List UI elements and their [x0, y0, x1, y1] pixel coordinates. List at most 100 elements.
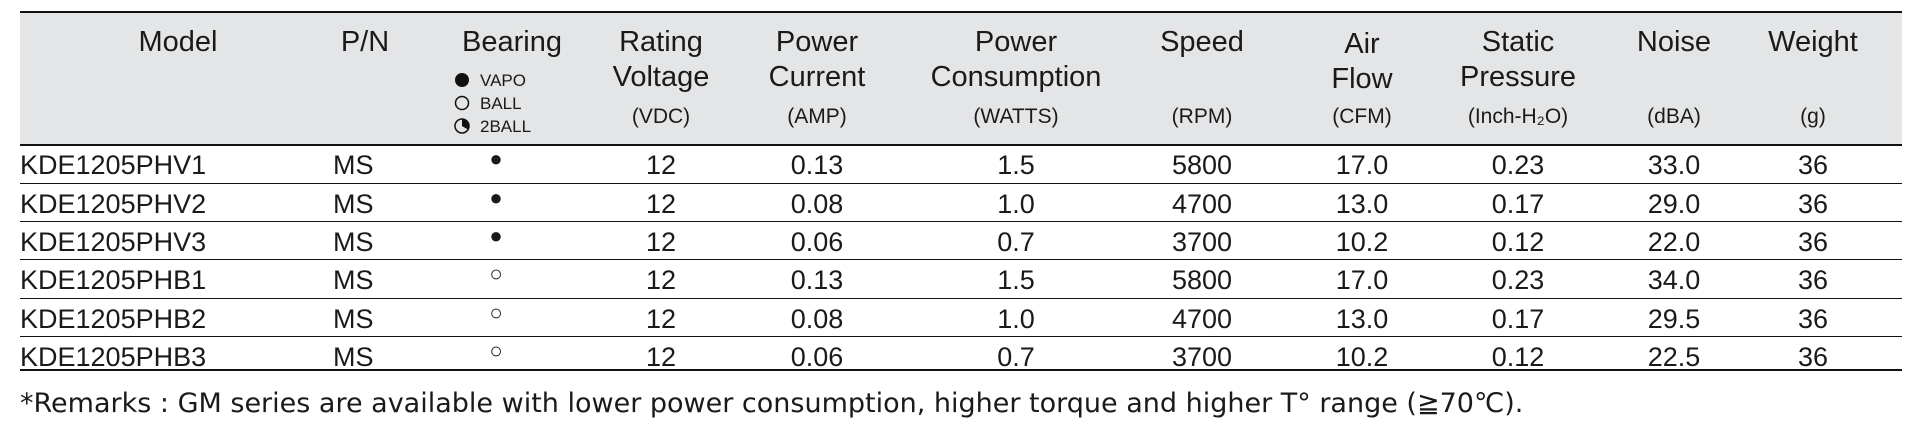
- row-rule: [20, 183, 1902, 184]
- bearing-legend-label: VAPO: [480, 71, 526, 90]
- column-unit: (g): [1800, 105, 1826, 128]
- data-cell: 5800: [1171, 150, 1233, 180]
- column-title: Power: [775, 26, 859, 58]
- bearing-cell: ●: [489, 223, 503, 248]
- row-rule: [20, 336, 1902, 337]
- column-title: Model: [138, 26, 218, 58]
- pn-cell: MS: [333, 342, 374, 372]
- data-cell: 17.0: [1335, 265, 1389, 295]
- pn-cell: MS: [333, 189, 374, 219]
- data-cell: 0.08: [790, 189, 844, 219]
- data-cell: 3700: [1171, 342, 1233, 372]
- data-cell: 0.06: [790, 227, 844, 257]
- data-cell: 0.06: [790, 342, 844, 372]
- column-unit: (CFM): [1332, 105, 1392, 128]
- column-title: Pressure: [1459, 61, 1577, 93]
- pn-cell: MS: [333, 150, 374, 180]
- column-unit: (dBA): [1647, 105, 1701, 128]
- data-cell: 10.2: [1335, 342, 1389, 372]
- bottom-rule: [20, 369, 1902, 371]
- data-cell: 0.12: [1491, 227, 1545, 257]
- row-rule: [20, 298, 1902, 299]
- data-cell: 0.17: [1491, 304, 1545, 334]
- model-cell: KDE1205PHV3: [20, 227, 207, 257]
- data-cell: 17.0: [1335, 150, 1389, 180]
- bearing-cell: ●: [489, 146, 503, 171]
- data-cell: 29.5: [1647, 304, 1701, 334]
- data-cell: 0.08: [790, 304, 844, 334]
- column-title: Speed: [1160, 26, 1244, 58]
- data-cell: 0.7: [997, 342, 1035, 372]
- pn-cell: MS: [333, 265, 374, 295]
- column-title: Voltage: [612, 61, 710, 93]
- data-cell: 0.23: [1491, 265, 1545, 295]
- bearing-cell: ○: [489, 261, 503, 286]
- data-cell: 12: [645, 304, 677, 334]
- data-cell: 36: [1797, 227, 1829, 257]
- bearing-legend-icons: [454, 73, 470, 134]
- data-cell: 1.0: [997, 189, 1035, 219]
- data-cell: 1.5: [997, 265, 1035, 295]
- data-cell: 5800: [1171, 265, 1233, 295]
- pn-cell: MS: [333, 304, 374, 334]
- data-cell: 12: [645, 189, 677, 219]
- column-unit: (Inch-H₂O): [1467, 105, 1569, 128]
- data-cell: 0.13: [790, 150, 844, 180]
- data-cell: 36: [1797, 304, 1829, 334]
- column-unit: (AMP): [787, 105, 847, 128]
- column-title: Flow: [1331, 63, 1393, 95]
- data-cell: 12: [645, 342, 677, 372]
- data-cell: 36: [1797, 265, 1829, 295]
- data-cell: 10.2: [1335, 227, 1389, 257]
- column-title: Noise: [1636, 26, 1712, 58]
- data-cell: 13.0: [1335, 304, 1389, 334]
- bearing-legend-label: BALL: [480, 94, 522, 113]
- data-cell: 4700: [1171, 304, 1233, 334]
- data-cell: 22.5: [1647, 342, 1701, 372]
- column-unit: (VDC): [631, 105, 691, 128]
- pn-cell: MS: [333, 227, 374, 257]
- data-cell: 36: [1797, 150, 1829, 180]
- column-unit: (WATTS): [973, 105, 1059, 128]
- data-cell: 13.0: [1335, 189, 1389, 219]
- data-cell: 0.17: [1491, 189, 1545, 219]
- remark: *Remarks : GM series are available with …: [20, 388, 1524, 419]
- data-cell: 29.0: [1647, 189, 1701, 219]
- data-cell: 22.0: [1647, 227, 1701, 257]
- data-cell: 0.12: [1491, 342, 1545, 372]
- bearing-cell: ○: [489, 300, 503, 325]
- data-cell: 0.13: [790, 265, 844, 295]
- column-title: Bearing: [462, 26, 562, 58]
- data-cell: 1.0: [997, 304, 1035, 334]
- column-title: P/N: [340, 26, 390, 58]
- data-cell: 3700: [1171, 227, 1233, 257]
- model-cell: KDE1205PHB3: [20, 342, 207, 372]
- column-title: Consumption: [930, 61, 1102, 93]
- column-title: Current: [768, 61, 866, 93]
- data-cell: 12: [645, 150, 677, 180]
- top-rule: [20, 11, 1902, 13]
- data-cell: 12: [645, 265, 677, 295]
- row-rule: [20, 221, 1902, 222]
- data-cell: 4700: [1171, 189, 1233, 219]
- row-rule: [20, 259, 1902, 260]
- data-cell: 12: [645, 227, 677, 257]
- column-title: Static: [1481, 26, 1555, 58]
- header-rule: [20, 144, 1902, 146]
- data-cell: 1.5: [997, 150, 1035, 180]
- data-cell: 0.23: [1491, 150, 1545, 180]
- data-cell: 36: [1797, 342, 1829, 372]
- bearing-cell: ○: [489, 338, 503, 363]
- data-cell: 33.0: [1647, 150, 1701, 180]
- data-cell: 0.7: [997, 227, 1035, 257]
- model-cell: KDE1205PHV2: [20, 189, 207, 219]
- column-title: Power: [974, 26, 1058, 58]
- data-cell: 34.0: [1647, 265, 1701, 295]
- data-cell: 36: [1797, 189, 1829, 219]
- header-background: [20, 12, 1902, 145]
- column-unit: (RPM): [1171, 105, 1233, 128]
- model-cell: KDE1205PHB2: [20, 304, 207, 334]
- bearing-legend-label: 2BALL: [480, 117, 532, 136]
- column-title: Weight: [1768, 26, 1858, 58]
